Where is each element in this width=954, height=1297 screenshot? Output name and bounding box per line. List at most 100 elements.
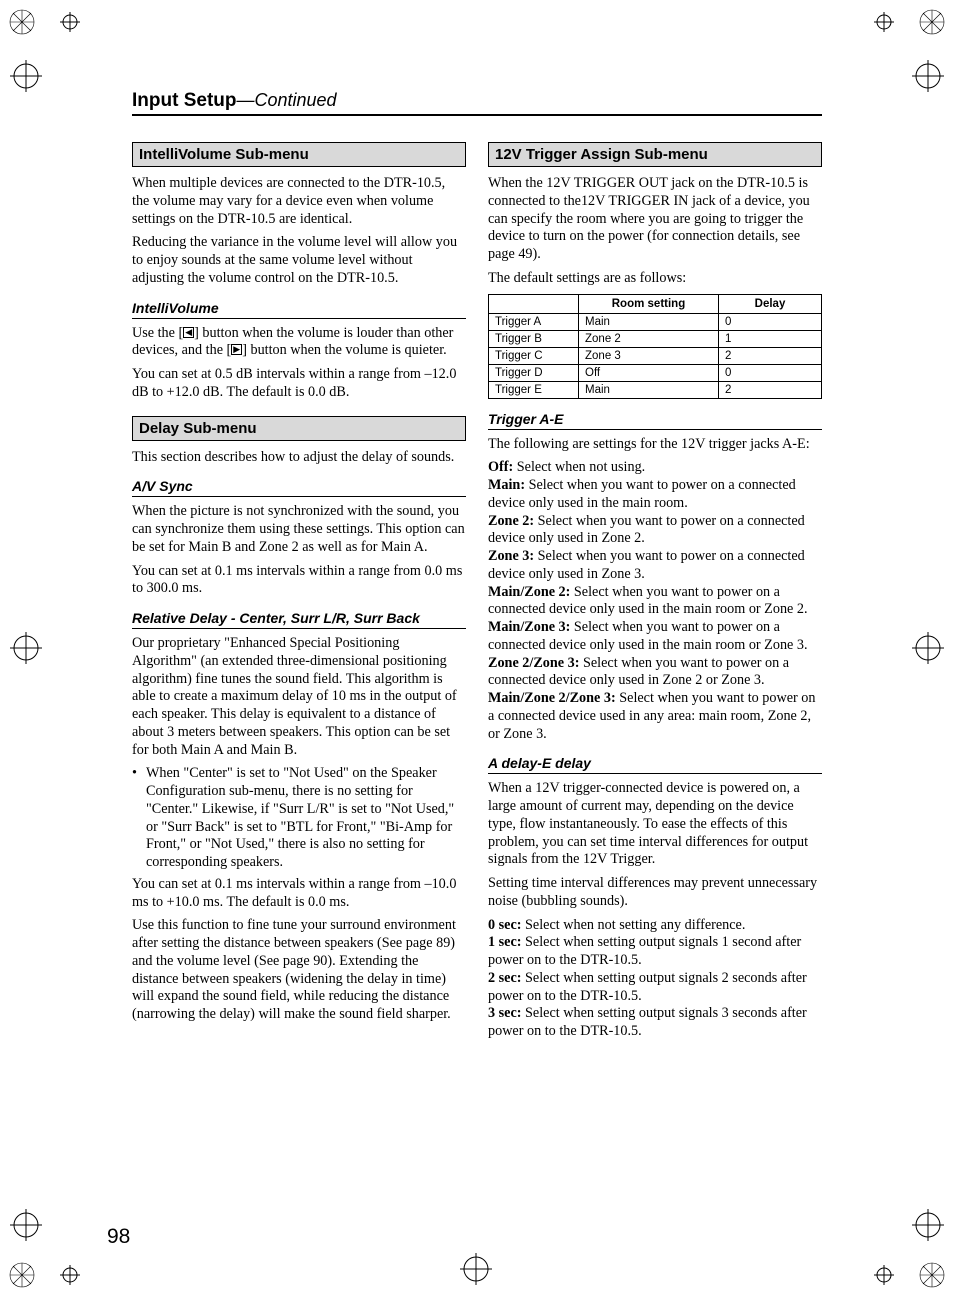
table-row: Trigger EMain2 <box>489 381 822 398</box>
text: This section describes how to adjust the… <box>132 449 466 467</box>
table-body: Trigger AMain0Trigger BZone 21Trigger CZ… <box>489 313 822 398</box>
text: The default settings are as follows: <box>488 270 822 288</box>
text: When the picture is not synchronized wit… <box>132 503 466 556</box>
definition-term: Off: <box>488 459 513 475</box>
definition-desc: Select when you want to power on a conne… <box>488 477 796 511</box>
definition-desc: Select when you want to power on a conne… <box>488 513 805 547</box>
corner-mark <box>8 1261 36 1289</box>
table-row: Trigger DOff0 <box>489 364 822 381</box>
left-arrow-icon: ◀ <box>183 327 194 338</box>
reg-mark <box>912 1209 944 1241</box>
definition-desc: Select when setting output signals 3 sec… <box>488 1005 807 1039</box>
definition-term: 3 sec: <box>488 1005 521 1021</box>
section-trigger-assign: 12V Trigger Assign Sub-menu <box>488 142 822 167</box>
definition-item: Main: Select when you want to power on a… <box>488 477 822 513</box>
table-cell: Trigger E <box>489 381 579 398</box>
definition-item: 3 sec: Select when setting output signal… <box>488 1005 822 1041</box>
text: Use the [◀] button when the volume is lo… <box>132 325 466 361</box>
definition-list: 0 sec: Select when not setting any diffe… <box>488 917 822 1041</box>
right-arrow-icon: ▶ <box>231 344 242 355</box>
table-row: Trigger CZone 32 <box>489 347 822 364</box>
text: You can set at 0.1 ms intervals within a… <box>132 563 466 599</box>
definition-term: Main/Zone 2/Zone 3: <box>488 690 616 706</box>
text: You can set at 0.1 ms intervals within a… <box>132 876 466 912</box>
definition-item: 0 sec: Select when not setting any diffe… <box>488 917 822 935</box>
definition-item: Zone 3: Select when you want to power on… <box>488 548 822 584</box>
definition-term: Zone 2: <box>488 513 534 529</box>
table-cell: 0 <box>719 364 822 381</box>
definition-term: Zone 3: <box>488 548 534 564</box>
text: Reducing the variance in the volume leve… <box>132 234 466 287</box>
table-cell: 0 <box>719 313 822 330</box>
header-title: Input Setup <box>132 90 236 111</box>
text: When a 12V trigger-connected device is p… <box>488 780 822 869</box>
corner-mark <box>918 8 946 36</box>
definition-list: Off: Select when not using.Main: Select … <box>488 459 822 743</box>
table-header-cell: Room setting <box>579 294 719 313</box>
table-cell: 1 <box>719 330 822 347</box>
cross-mark <box>60 1265 80 1285</box>
definition-term: Main/Zone 2: <box>488 584 570 600</box>
table-cell: Trigger A <box>489 313 579 330</box>
definition-term: 2 sec: <box>488 970 521 986</box>
table-row: Trigger BZone 21 <box>489 330 822 347</box>
definition-item: Main/Zone 2: Select when you want to pow… <box>488 584 822 620</box>
table-cell: 2 <box>719 381 822 398</box>
subheading-trigger-ae: Trigger A-E <box>488 411 822 430</box>
table-cell: Off <box>579 364 719 381</box>
text: When the 12V TRIGGER OUT jack on the DTR… <box>488 175 822 264</box>
table-cell: Main <box>579 313 719 330</box>
table-cell: Trigger C <box>489 347 579 364</box>
definition-item: 2 sec: Select when setting output signal… <box>488 970 822 1006</box>
reg-mark <box>912 60 944 92</box>
text: Use this function to fine tune your surr… <box>132 917 466 1024</box>
text: ] button when the volume is quieter. <box>242 342 447 358</box>
section-delay: Delay Sub-menu <box>132 416 466 441</box>
subheading-relative-delay: Relative Delay - Center, Surr L/R, Surr … <box>132 610 466 629</box>
cross-mark <box>874 12 894 32</box>
reg-mark <box>460 1253 492 1285</box>
table-cell: Zone 2 <box>579 330 719 347</box>
definition-desc: Select when you want to power on a conne… <box>488 548 805 582</box>
trigger-table: Room settingDelay Trigger AMain0Trigger … <box>488 294 822 399</box>
reg-mark <box>912 632 944 664</box>
table-header-row: Room settingDelay <box>489 294 822 313</box>
corner-mark <box>918 1261 946 1289</box>
page-number: 98 <box>107 1225 130 1249</box>
corner-mark <box>8 8 36 36</box>
page-header: Input Setup—Continued <box>132 90 822 116</box>
definition-item: 1 sec: Select when setting output signal… <box>488 934 822 970</box>
table-header-cell <box>489 294 579 313</box>
table-cell: Zone 3 <box>579 347 719 364</box>
left-column: IntelliVolume Sub-menu When multiple dev… <box>132 142 466 1041</box>
page-content: Input Setup—Continued IntelliVolume Sub-… <box>132 90 822 1041</box>
definition-desc: Select when setting output signals 1 sec… <box>488 934 801 968</box>
reg-mark <box>10 60 42 92</box>
definition-desc: Select when setting output signals 2 sec… <box>488 970 807 1004</box>
definition-item: Main/Zone 2/Zone 3: Select when you want… <box>488 690 822 743</box>
table-cell: 2 <box>719 347 822 364</box>
text: Setting time interval differences may pr… <box>488 875 822 911</box>
reg-mark <box>10 1209 42 1241</box>
text: Our proprietary "Enhanced Special Positi… <box>132 635 466 759</box>
subheading-avsync: A/V Sync <box>132 478 466 497</box>
definition-item: Off: Select when not using. <box>488 459 822 477</box>
definition-item: Zone 2/Zone 3: Select when you want to p… <box>488 655 822 691</box>
definition-term: 1 sec: <box>488 934 521 950</box>
subheading-intellivolume: IntelliVolume <box>132 300 466 319</box>
cross-mark <box>874 1265 894 1285</box>
definition-term: Zone 2/Zone 3: <box>488 655 579 671</box>
text: The following are settings for the 12V t… <box>488 436 822 454</box>
header-continued: —Continued <box>236 90 336 110</box>
subheading-a-delay: A delay-E delay <box>488 755 822 774</box>
definition-term: Main: <box>488 477 525 493</box>
bullet-item: • When "Center" is set to "Not Used" on … <box>132 765 466 872</box>
table-cell: Trigger D <box>489 364 579 381</box>
table-cell: Main <box>579 381 719 398</box>
text: When multiple devices are connected to t… <box>132 175 466 228</box>
definition-term: 0 sec: <box>488 917 521 933</box>
section-intellivolume: IntelliVolume Sub-menu <box>132 142 466 167</box>
definition-item: Zone 2: Select when you want to power on… <box>488 513 822 549</box>
definition-term: Main/Zone 3: <box>488 619 570 635</box>
definition-item: Main/Zone 3: Select when you want to pow… <box>488 619 822 655</box>
